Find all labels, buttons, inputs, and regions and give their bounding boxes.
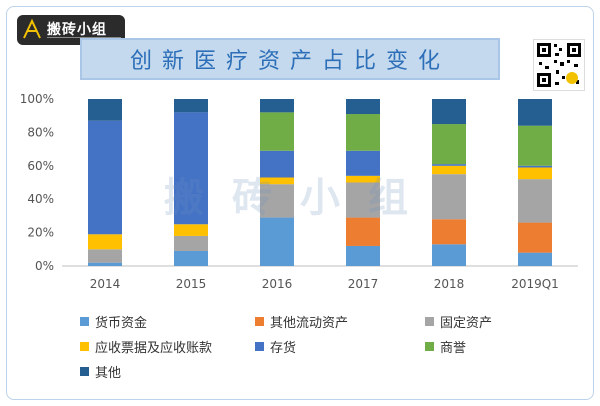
bar-segment <box>432 124 466 165</box>
legend-swatch <box>425 342 434 351</box>
bar-segment <box>346 175 380 183</box>
bar-segment <box>88 120 122 235</box>
x-tick-label: 2019Q1 <box>511 277 559 291</box>
bar-segment <box>518 99 552 126</box>
bar-segment <box>174 235 208 251</box>
legend-label: 货币资金 <box>95 316 148 331</box>
bar-segment <box>432 219 466 245</box>
bar-segment <box>346 114 380 151</box>
legend-swatch <box>255 317 264 326</box>
bar-segment <box>88 234 122 250</box>
bar-segment <box>260 150 294 178</box>
bar-segment <box>432 174 466 220</box>
bar-segment <box>260 112 294 151</box>
bar-segment <box>432 99 466 125</box>
bar-segment <box>518 252 552 266</box>
bar-segment <box>88 262 122 266</box>
watermark: 搬砖小组 <box>164 175 436 221</box>
bar-segment <box>260 184 294 218</box>
brand-underline <box>47 37 121 42</box>
bar-segment <box>346 150 380 176</box>
brand-name: 搬砖小组 <box>47 22 107 38</box>
bar-segment <box>518 222 552 253</box>
legend-item: 固定资产 <box>425 312 492 331</box>
legend-swatch <box>80 317 89 326</box>
bar-segment <box>260 217 294 266</box>
legend-label: 应收票据及应收账款 <box>95 341 213 356</box>
brand-logo: 搬砖小组 <box>17 15 125 45</box>
bar-segment <box>174 99 208 113</box>
bar-segment <box>432 244 466 266</box>
bar-segment <box>346 182 380 218</box>
bar-segment <box>518 167 552 180</box>
bar-segment <box>346 245 380 266</box>
x-tick-label: 2016 <box>262 277 293 291</box>
legend-item: 商誉 <box>425 337 466 356</box>
bar-segment <box>518 125 552 166</box>
legend-swatch <box>80 367 89 376</box>
bar-segment <box>432 165 466 175</box>
bar-segment <box>518 179 552 223</box>
legend-swatch <box>425 317 434 326</box>
y-tick-label: 100% <box>20 92 54 106</box>
bar-segment <box>518 165 552 168</box>
chart-title: 创新医疗资产占比变化 <box>129 49 450 74</box>
legend-item: 其他流动资产 <box>255 312 348 331</box>
x-tick-label: 2014 <box>90 277 121 291</box>
y-tick-label: 40% <box>27 192 54 206</box>
x-tick-label: 2018 <box>434 277 465 291</box>
bar-segment <box>88 99 122 121</box>
y-tick-label: 60% <box>27 159 54 173</box>
bar-segment <box>260 177 294 185</box>
legend-item: 其他 <box>80 362 121 381</box>
legend-swatch <box>80 342 89 351</box>
bar-segment <box>346 99 380 115</box>
legend-swatch <box>255 342 264 351</box>
legend-item: 存货 <box>255 337 296 356</box>
chart-title-box: 创新医疗资产占比变化 <box>80 38 500 80</box>
y-tick-label: 20% <box>27 226 54 240</box>
legend-label: 商誉 <box>440 341 467 356</box>
x-tick-label: 2015 <box>176 277 207 291</box>
brand-mark-icon <box>23 18 41 39</box>
legend-label: 其他流动资产 <box>270 316 349 331</box>
bar-segment <box>88 249 122 263</box>
chart-legend: 货币资金 其他流动资产 固定资产应收票据及应收账款 存货 商誉其他 <box>80 312 550 392</box>
x-tick-label: 2017 <box>348 277 379 291</box>
bar-segment <box>174 112 208 225</box>
bar-segment <box>174 250 208 266</box>
legend-label: 固定资产 <box>440 316 493 331</box>
bar-segment <box>432 164 466 166</box>
bar-segment <box>174 224 208 236</box>
qr-code-icon <box>533 39 585 91</box>
legend-item: 货币资金 <box>80 312 147 331</box>
legend-label: 其他 <box>95 366 122 381</box>
bar-segment <box>346 217 380 246</box>
y-tick-label: 80% <box>27 125 54 139</box>
y-tick-label: 0% <box>35 259 54 273</box>
bar-segment <box>260 99 294 113</box>
legend-item: 应收票据及应收账款 <box>80 337 212 356</box>
legend-label: 存货 <box>270 341 297 356</box>
